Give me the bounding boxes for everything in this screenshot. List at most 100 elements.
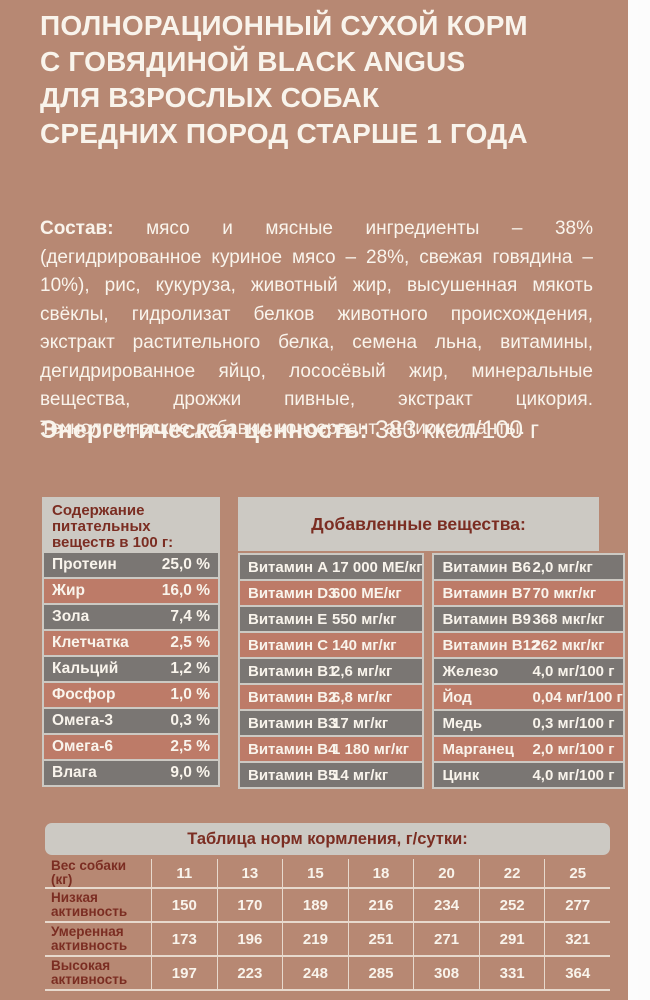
nutrient-row: Влага 9,0 % bbox=[44, 761, 218, 785]
feeding-value: 223 bbox=[216, 957, 283, 991]
nutrient-row-value: 0,3 % bbox=[170, 712, 210, 729]
additive-row-value: 4,0 мг/100 г bbox=[532, 662, 615, 680]
additive-row-value: 550 мг/кг bbox=[332, 610, 397, 628]
product-label: ПОЛНОРАЦИОННЫЙ СУХОЙ КОРМ С ГОВЯДИНОЙ BL… bbox=[0, 0, 628, 1000]
nutrient-row: Зола 7,4 % bbox=[44, 605, 218, 629]
additive-row-value: 2,6 мг/кг bbox=[332, 662, 393, 680]
additive-row: Витамин B6 2,0 мг/кг bbox=[434, 555, 623, 579]
additive-row: Витамин B1 2,6 мг/кг bbox=[240, 659, 423, 683]
feeding-value: 234 bbox=[413, 889, 479, 923]
additive-row-name: Цинк bbox=[442, 766, 480, 784]
additive-row-name: Витамин B7 bbox=[442, 584, 531, 602]
nutrient-row-name: Омега-3 bbox=[52, 712, 114, 729]
composition-paragraph: Состав: мясо и мясные ингредиенты – 38% … bbox=[40, 215, 593, 443]
composition-label: Состав: bbox=[40, 218, 114, 239]
feeding-value: 150 bbox=[151, 889, 217, 923]
nutrient-row-value: 1,2 % bbox=[170, 660, 210, 677]
title-line: СРЕДНИХ ПОРОД СТАРШЕ 1 ГОДА bbox=[40, 118, 528, 149]
nutrient-row-name: Омега-6 bbox=[52, 738, 114, 755]
additive-row: Цинк 4,0 мг/100 г bbox=[434, 763, 623, 787]
additive-row: Витамин B2 6,8 мг/кг bbox=[240, 685, 423, 709]
feeding-value: 331 bbox=[478, 957, 545, 991]
additives-table-header: Добавленные вещества: bbox=[238, 497, 599, 551]
title-line: ПОЛНОРАЦИОННЫЙ СУХОЙ КОРМ bbox=[40, 10, 528, 41]
additive-row-value: 2,0 мг/кг bbox=[532, 558, 593, 576]
additive-row: Витамин E 550 мг/кг bbox=[240, 607, 423, 631]
energy-label: Энергетическая ценность: bbox=[40, 416, 368, 444]
title-line: С ГОВЯДИНОЙ BLACK ANGUS bbox=[40, 46, 466, 77]
weight-value: 20 bbox=[413, 859, 479, 889]
additive-row-name: Витамин B5 bbox=[248, 766, 337, 784]
composition-text: мясо и мясные ингредиенты – 38% (дегидри… bbox=[40, 218, 594, 439]
nutrient-row: Омега-6 2,5 % bbox=[44, 735, 218, 759]
feeding-value: 252 bbox=[478, 889, 545, 923]
additive-row-value: 17 000 МЕ/кг bbox=[332, 558, 423, 576]
feeding-value: 277 bbox=[544, 889, 610, 923]
nutrient-row-name: Клетчатка bbox=[52, 634, 129, 651]
nutrient-row: Протеин 25,0 % bbox=[44, 553, 218, 577]
additive-row-value: 140 мг/кг bbox=[332, 636, 397, 654]
energy-value-line: Энергетическая ценность: 383 ккал/100 г bbox=[40, 416, 600, 445]
nutrient-row-value: 7,4 % bbox=[170, 608, 210, 625]
additive-row: Железо 4,0 мг/100 г bbox=[434, 659, 623, 683]
nutrient-row-value: 2,5 % bbox=[170, 634, 210, 651]
additive-row-name: Витамин B9 bbox=[442, 610, 531, 628]
feeding-value: 248 bbox=[282, 957, 348, 991]
nutrient-row: Омега-3 0,3 % bbox=[44, 709, 218, 733]
additive-row-value: 1 180 мг/кг bbox=[332, 740, 409, 758]
additive-row: Витамин B4 1 180 мг/кг bbox=[240, 737, 423, 761]
additive-row: Витамин A 17 000 МЕ/кг bbox=[240, 555, 423, 579]
nutrient-row-name: Жир bbox=[52, 582, 86, 599]
additive-row-name: Йод bbox=[442, 688, 472, 706]
additive-row: Йод 0,04 мг/100 г bbox=[434, 685, 623, 709]
weight-value: 13 bbox=[216, 859, 283, 889]
nutrient-row-value: 2,5 % bbox=[170, 738, 210, 755]
additive-row-name: Витамин B4 bbox=[248, 740, 337, 758]
feeding-value: 197 bbox=[151, 957, 217, 991]
weight-value: 22 bbox=[478, 859, 545, 889]
additive-row-name: Витамин B2 bbox=[248, 688, 337, 706]
additive-row-name: Витамин B6 bbox=[442, 558, 531, 576]
additives-column-2: Витамин B6 2,0 мг/кг Витамин B7 70 мкг/к… bbox=[432, 553, 625, 789]
nutrient-row-value: 1,0 % bbox=[170, 686, 210, 703]
additive-row-value: 600 МЕ/кг bbox=[332, 584, 402, 602]
additive-row-value: 0,3 мг/100 г bbox=[532, 714, 615, 732]
feeding-table-header: Таблица норм кормления, г/сутки: bbox=[45, 823, 610, 855]
energy-value: 383 ккал/100 г bbox=[374, 416, 540, 444]
feeding-value: 251 bbox=[347, 923, 414, 957]
feeding-row-label: Низкая активность bbox=[45, 889, 151, 923]
additive-row-value: 6,8 мг/кг bbox=[332, 688, 393, 706]
additive-row: Витамин B9 368 мкг/кг bbox=[434, 607, 623, 631]
additive-row: Витамин B7 70 мкг/кг bbox=[434, 581, 623, 605]
feeding-value: 196 bbox=[216, 923, 283, 957]
additive-row-name: Железо bbox=[442, 662, 499, 680]
title-line: ДЛЯ ВЗРОСЛЫХ СОБАК bbox=[40, 82, 380, 113]
additive-row-name: Витамин B1 bbox=[248, 662, 337, 680]
nutrient-row: Жир 16,0 % bbox=[44, 579, 218, 603]
additive-row: Витамин B3 17 мг/кг bbox=[240, 711, 423, 735]
nutrients-table: Содержание питательных веществ в 100 г: … bbox=[42, 497, 220, 787]
feeding-value: 291 bbox=[478, 923, 545, 957]
feeding-value: 189 bbox=[282, 889, 348, 923]
nutrient-row-name: Протеин bbox=[52, 556, 117, 573]
additive-row: Витамин D3 600 МЕ/кг bbox=[240, 581, 423, 605]
additive-row-name: Марганец bbox=[442, 740, 514, 758]
additive-row-value: 262 мкг/кг bbox=[532, 636, 605, 654]
feeding-value: 285 bbox=[347, 957, 414, 991]
feeding-value: 308 bbox=[413, 957, 479, 991]
feeding-table: Таблица норм кормления, г/сутки: Вес соб… bbox=[45, 823, 610, 991]
additive-row: Витамин B5 14 мг/кг bbox=[240, 763, 423, 787]
weight-value: 11 bbox=[151, 859, 217, 889]
additive-row: Медь 0,3 мг/100 г bbox=[434, 711, 623, 735]
nutrient-row-name: Влага bbox=[52, 764, 97, 781]
nutrient-row: Кальций 1,2 % bbox=[44, 657, 218, 681]
additives-table: Добавленные вещества: Витамин A 17 000 М… bbox=[238, 497, 625, 789]
weight-value: 18 bbox=[347, 859, 414, 889]
feeding-value: 170 bbox=[216, 889, 283, 923]
page-title: ПОЛНОРАЦИОННЫЙ СУХОЙ КОРМ С ГОВЯДИНОЙ BL… bbox=[40, 8, 600, 152]
additives-column-1: Витамин A 17 000 МЕ/кг Витамин D3 600 МЕ… bbox=[238, 553, 425, 789]
nutrient-row-value: 25,0 % bbox=[161, 556, 210, 573]
nutrients-table-body: Протеин 25,0 % Жир 16,0 % Зола 7,4 % Кле… bbox=[44, 553, 218, 785]
additive-row-value: 368 мкг/кг bbox=[532, 610, 605, 628]
additive-row: Марганец 2,0 мг/100 г bbox=[434, 737, 623, 761]
